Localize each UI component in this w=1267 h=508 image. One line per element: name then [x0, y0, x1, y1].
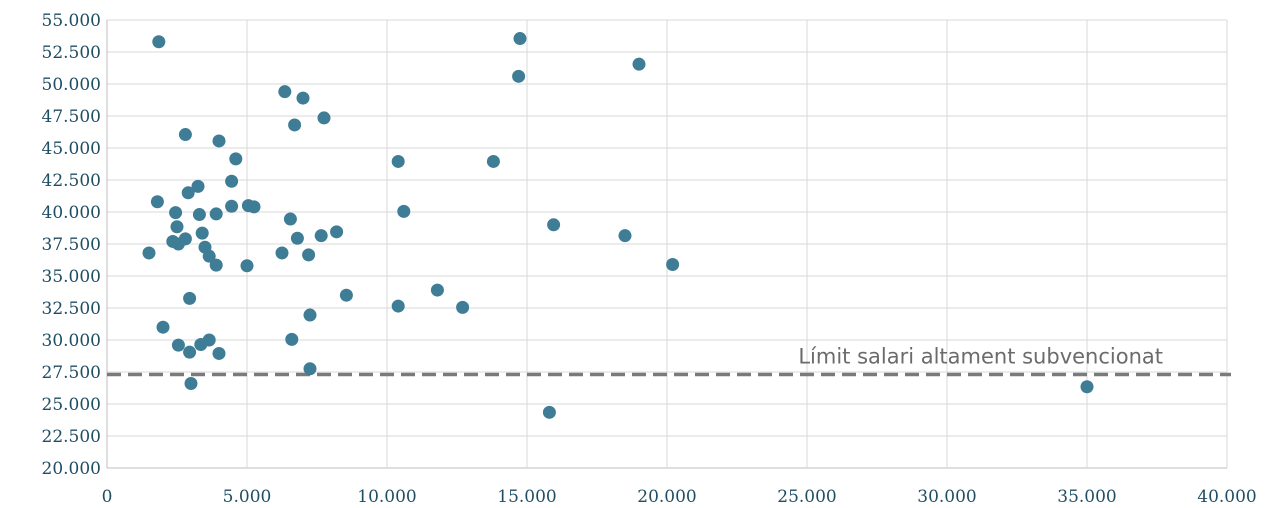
data-point [314, 229, 328, 243]
data-point [317, 111, 331, 125]
data-point [191, 179, 205, 193]
y-tick-label: 52.500 [42, 43, 101, 63]
data-point [181, 186, 195, 200]
data-point [1080, 380, 1094, 394]
y-tick-labels: 20.000 22.500 25.000 27.500 30.000 32.500 35.0… [42, 11, 101, 479]
x-tick-label: 40.000 [1197, 487, 1256, 507]
data-point [209, 207, 223, 221]
y-tick-label: 35.000 [42, 267, 101, 287]
data-point [391, 154, 405, 168]
data-point [486, 154, 500, 168]
data-point [290, 231, 304, 245]
data-point [285, 332, 299, 346]
data-point [170, 220, 184, 234]
data-point [240, 259, 254, 273]
data-point [278, 85, 292, 99]
data-point [183, 345, 197, 359]
data-point [391, 299, 405, 313]
data-point [171, 237, 185, 251]
data-point [212, 134, 226, 148]
y-tick-label: 47.500 [42, 107, 101, 127]
data-point [178, 128, 192, 142]
data-point [171, 338, 185, 352]
data-point [303, 308, 317, 322]
y-tick-label: 30.000 [42, 331, 101, 351]
data-point [209, 258, 223, 272]
grid-layer [106, 19, 1228, 469]
y-tick-label: 20.000 [42, 459, 101, 479]
data-point [150, 195, 164, 209]
data-point [302, 248, 316, 262]
data-point [156, 320, 170, 334]
y-tick-label: 22.500 [42, 427, 101, 447]
data-point [542, 405, 556, 419]
data-point [169, 206, 183, 220]
reference-line-label: Límit salari altament subvencionat [798, 345, 1163, 369]
data-point [456, 300, 470, 314]
x-tick-label: 15.000 [497, 487, 556, 507]
x-tick-label: 20.000 [637, 487, 696, 507]
data-point [142, 246, 156, 260]
data-point [225, 174, 239, 188]
data-point [184, 377, 198, 391]
data-point [229, 152, 243, 166]
data-point [194, 337, 208, 351]
y-tick-label: 27.500 [42, 363, 101, 383]
data-point [666, 257, 680, 271]
y-tick-label: 25.000 [42, 395, 101, 415]
data-point [303, 362, 317, 376]
data-point [339, 288, 353, 302]
data-point [225, 199, 239, 213]
data-point [547, 218, 561, 232]
data-point [195, 226, 209, 240]
data-point [430, 283, 444, 297]
x-tick-label: 5.000 [223, 487, 272, 507]
y-tick-label: 40.000 [42, 203, 101, 223]
data-point [183, 291, 197, 305]
data-point [513, 32, 527, 46]
data-point [192, 208, 206, 222]
data-point [247, 200, 261, 214]
data-point [296, 91, 310, 105]
data-point [212, 346, 226, 360]
data-point [330, 225, 344, 239]
x-tick-label: 35.000 [1057, 487, 1116, 507]
data-point [632, 57, 646, 71]
data-point [397, 204, 411, 218]
data-point [512, 69, 526, 83]
y-tick-label: 55.000 [42, 11, 101, 31]
data-point [288, 118, 302, 132]
y-tick-label: 37.500 [42, 235, 101, 255]
data-point [202, 249, 216, 263]
y-tick-label: 42.500 [42, 171, 101, 191]
x-tick-label: 0 [102, 487, 113, 507]
y-tick-label: 50.000 [42, 75, 101, 95]
y-tick-label: 45.000 [42, 139, 101, 159]
reference-line-layer: Límit salari altament subvencionat [107, 345, 1231, 377]
data-point [283, 212, 297, 226]
x-tick-label: 10.000 [357, 487, 416, 507]
x-tick-labels: 0 5.000 10.000 15.000 20.000 25.000 30.000 35.0… [102, 487, 1257, 507]
x-tick-label: 25.000 [777, 487, 836, 507]
points-layer [142, 32, 1094, 419]
data-point [152, 35, 166, 49]
data-point [618, 229, 632, 243]
y-tick-label: 32.500 [42, 299, 101, 319]
x-tick-label: 30.000 [917, 487, 976, 507]
data-point [275, 246, 289, 260]
